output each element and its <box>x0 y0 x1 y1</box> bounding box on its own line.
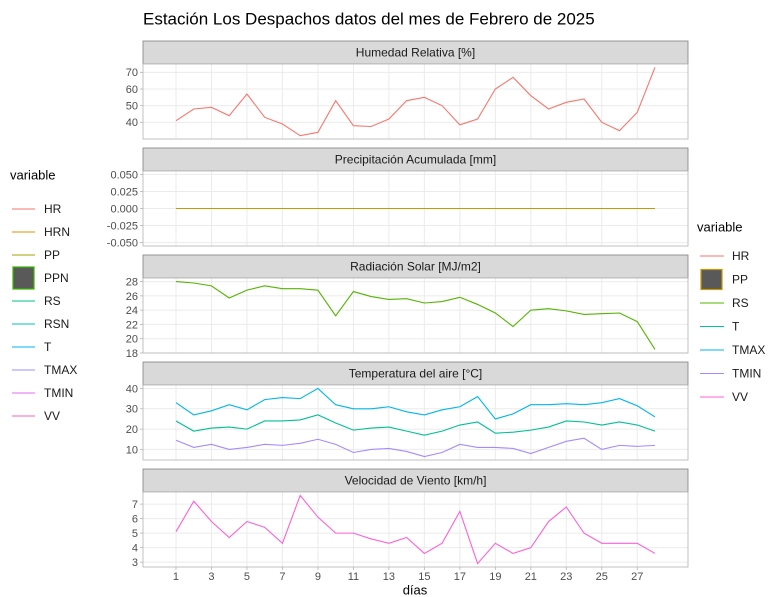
y-tick-label: 40 <box>126 117 138 129</box>
x-tick-label: 23 <box>560 571 572 583</box>
y-tick-label: 70 <box>126 67 138 79</box>
data-line <box>175 281 656 350</box>
panel <box>143 64 688 139</box>
panel-border <box>142 63 689 140</box>
x-tick-label: 19 <box>489 571 501 583</box>
y-tick-label: 40 <box>126 383 138 395</box>
legend-title: variable <box>697 219 743 234</box>
strip-label: Temperatura del aire [°C] <box>349 367 483 381</box>
legend-key <box>700 268 723 291</box>
y-tick-label: 0.000 <box>110 203 138 215</box>
legend-key <box>12 266 35 290</box>
x-tick-label: 9 <box>315 571 321 583</box>
y-tick-label: 18 <box>126 348 138 360</box>
data-line <box>175 414 656 436</box>
y-tick-label: 20 <box>126 334 138 346</box>
legend-label: PP <box>44 248 60 262</box>
x-tick-label: 21 <box>525 571 537 583</box>
legend-label: TMAX <box>44 363 77 377</box>
x-tick-label: 3 <box>208 571 214 583</box>
legend-label: TMAX <box>732 343 765 357</box>
x-tick-label: 27 <box>631 571 643 583</box>
y-tick-label: 28 <box>126 276 138 288</box>
x-tick-label: 11 <box>348 571 359 583</box>
legend-title: variable <box>10 167 56 182</box>
legend-label: HR <box>732 249 750 263</box>
panel <box>143 278 688 353</box>
y-tick-label: -0.050 <box>107 237 138 249</box>
y-tick-label: 20 <box>126 424 138 436</box>
panel-border <box>142 277 689 354</box>
legend-label: PPN <box>44 271 69 285</box>
x-tick-label: 17 <box>454 571 466 583</box>
x-axis-title: días <box>403 582 428 597</box>
legend-label: RS <box>44 294 61 308</box>
strip-label: Humedad Relativa [%] <box>356 46 475 60</box>
chart-title: Estación Los Despachos datos del mes de … <box>143 9 595 28</box>
legend-label: RS <box>732 296 749 310</box>
legend-label: RSN <box>44 317 69 331</box>
legend-label: PP <box>732 273 748 287</box>
y-tick-label: 30 <box>126 404 138 416</box>
legend-label: HR <box>44 202 62 216</box>
y-tick-label: 6 <box>132 514 138 526</box>
legend-label: VV <box>732 390 748 404</box>
panel-border <box>142 170 689 247</box>
y-tick-label: 22 <box>126 319 138 331</box>
legend-label: T <box>44 340 52 354</box>
x-tick-label: 25 <box>596 571 608 583</box>
data-line <box>175 437 656 458</box>
strip-label: Velocidad de Viento [km/h] <box>345 474 487 488</box>
panel-border <box>142 384 689 461</box>
y-tick-label: 0.050 <box>110 169 138 181</box>
strip-label: Precipitación Acumulada [mm] <box>335 153 496 167</box>
x-tick-label: 5 <box>244 571 250 583</box>
x-tick-label: 13 <box>383 571 395 583</box>
x-tick-label: 1 <box>173 571 179 583</box>
x-tick-label: 15 <box>418 571 430 583</box>
y-tick-label: -0.025 <box>107 220 138 232</box>
panel <box>143 385 688 460</box>
legend-label: HRN <box>44 225 70 239</box>
y-tick-label: 7 <box>132 499 138 511</box>
x-tick-label: 7 <box>279 571 285 583</box>
y-tick-label: 24 <box>126 305 138 317</box>
data-line <box>175 67 656 137</box>
y-tick-label: 60 <box>126 84 138 96</box>
panel <box>143 492 688 567</box>
legend-label: VV <box>44 409 60 423</box>
y-tick-label: 4 <box>132 543 138 555</box>
data-line <box>175 387 656 420</box>
y-tick-label: 26 <box>126 291 138 303</box>
y-tick-label: 50 <box>126 101 138 113</box>
legend-label: TMIN <box>732 367 761 381</box>
legend-label: T <box>732 320 740 334</box>
y-tick-label: 3 <box>132 557 138 569</box>
strip-label: Radiación Solar [MJ/m2] <box>350 260 481 274</box>
legend-label: TMIN <box>44 386 73 400</box>
y-tick-label: 10 <box>126 444 138 456</box>
data-line <box>175 494 656 565</box>
y-tick-label: 0.025 <box>110 186 138 198</box>
y-tick-label: 5 <box>132 528 138 540</box>
panel-border <box>142 491 689 568</box>
